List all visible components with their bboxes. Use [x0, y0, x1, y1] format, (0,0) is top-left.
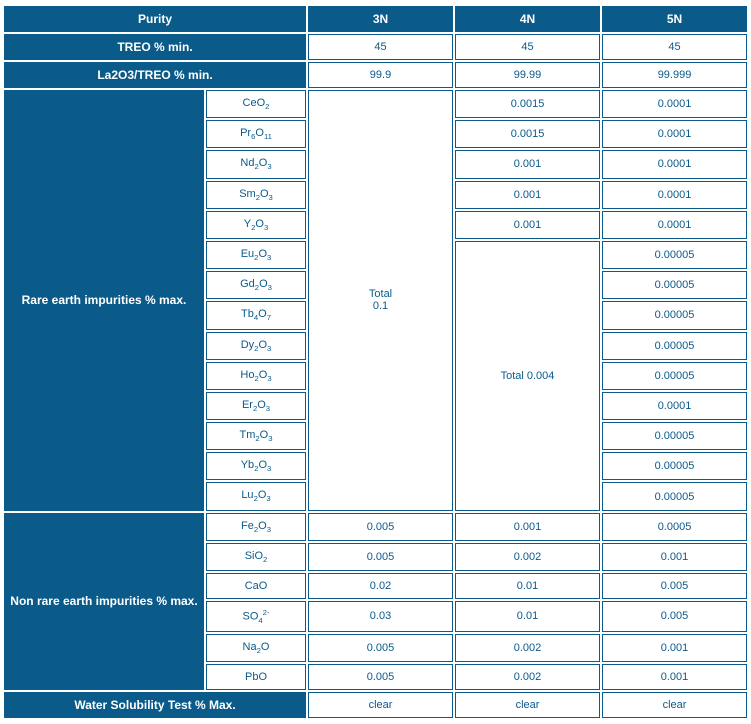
- formula-cell: Y2O3: [206, 211, 306, 239]
- header-la: La2O3/TREO % min.: [4, 62, 306, 88]
- cell-value: 0.0001: [602, 392, 747, 420]
- formula-cell: Dy2O3: [206, 332, 306, 360]
- cell-value: 99.99: [455, 62, 600, 88]
- cell-value: 0.001: [455, 181, 600, 209]
- formula-cell: Gd2O3: [206, 271, 306, 299]
- cell-value: 0.0001: [602, 181, 747, 209]
- cell-value: 0.03: [308, 601, 453, 632]
- formula-cell: SiO2: [206, 543, 306, 571]
- cell-value: 0.001: [602, 543, 747, 571]
- formula-cell: PbO: [206, 664, 306, 690]
- cell-value: 0.00005: [602, 271, 747, 299]
- header-5n: 5N: [602, 6, 747, 32]
- cell-value: 0.005: [308, 513, 453, 541]
- cell-value: 0.00005: [602, 452, 747, 480]
- cell-value: 0.00005: [602, 422, 747, 450]
- cell-value: 0.001: [455, 513, 600, 541]
- header-purity: Purity: [4, 6, 306, 32]
- formula-cell: Yb2O3: [206, 452, 306, 480]
- cell-value: 0.0015: [455, 90, 600, 118]
- cell-value: 0.001: [455, 150, 600, 178]
- cell-value: 0.0001: [602, 90, 747, 118]
- formula-cell: Pr6O11: [206, 120, 306, 148]
- formula-cell: Na2O: [206, 634, 306, 662]
- cell-value: 45: [455, 34, 600, 60]
- cell-value: 0.002: [455, 664, 600, 690]
- formula-cell: Tm2O3: [206, 422, 306, 450]
- cell-value: 0.0005: [602, 513, 747, 541]
- cell-value: 0.01: [455, 601, 600, 632]
- rare-4n-total: Total 0.004: [455, 241, 600, 511]
- cell-value: 0.0001: [602, 211, 747, 239]
- cell-value: 0.005: [602, 573, 747, 599]
- cell-value: 0.005: [308, 543, 453, 571]
- cell-value: 0.00005: [602, 332, 747, 360]
- formula-cell: CeO2: [206, 90, 306, 118]
- formula-cell: Ho2O3: [206, 362, 306, 390]
- formula-cell: SO42-: [206, 601, 306, 632]
- table-row: La2O3/TREO % min. 99.9 99.99 99.999: [4, 62, 747, 88]
- water-label: Water Solubility Test % Max.: [4, 692, 306, 718]
- cell-value: 0.005: [308, 664, 453, 690]
- cell-value: 0.00005: [602, 362, 747, 390]
- table-row: Rare earth impurities % max. CeO2 Total …: [4, 90, 747, 118]
- cell-value: 0.01: [455, 573, 600, 599]
- cell-value: 45: [308, 34, 453, 60]
- cell-value: 0.00005: [602, 301, 747, 329]
- header-treo: TREO % min.: [4, 34, 306, 60]
- cell-value: 99.999: [602, 62, 747, 88]
- formula-cell: CaO: [206, 573, 306, 599]
- rare-3n-total: Total 0.1: [308, 90, 453, 511]
- cell-value: 0.00005: [602, 482, 747, 510]
- cell-value: 0.02: [308, 573, 453, 599]
- cell-value: clear: [308, 692, 453, 718]
- formula-cell: Sm2O3: [206, 181, 306, 209]
- table-row: Water Solubility Test % Max. clear clear…: [4, 692, 747, 718]
- spec-table: Purity 3N 4N 5N TREO % min. 45 45 45 La2…: [2, 4, 749, 720]
- cell-value: clear: [455, 692, 600, 718]
- table-row: TREO % min. 45 45 45: [4, 34, 747, 60]
- cell-value: 45: [602, 34, 747, 60]
- cell-value: 0.00005: [602, 241, 747, 269]
- cell-value: 0.0001: [602, 120, 747, 148]
- cell-value: 99.9: [308, 62, 453, 88]
- cell-value: 0.001: [602, 634, 747, 662]
- rare-earth-label: Rare earth impurities % max.: [4, 90, 204, 511]
- cell-value: 0.001: [455, 211, 600, 239]
- table-row: Purity 3N 4N 5N: [4, 6, 747, 32]
- formula-cell: Nd2O3: [206, 150, 306, 178]
- formula-cell: Lu2O3: [206, 482, 306, 510]
- formula-cell: Eu2O3: [206, 241, 306, 269]
- formula-cell: Er2O3: [206, 392, 306, 420]
- cell-value: 0.005: [602, 601, 747, 632]
- cell-value: 0.001: [602, 664, 747, 690]
- non-rare-label: Non rare earth impurities % max.: [4, 513, 204, 690]
- cell-value: 0.005: [308, 634, 453, 662]
- formula-cell: Tb4O7: [206, 301, 306, 329]
- table-row: Non rare earth impurities % max. Fe2O3 0…: [4, 513, 747, 541]
- header-4n: 4N: [455, 6, 600, 32]
- cell-value: 0.002: [455, 634, 600, 662]
- cell-value: clear: [602, 692, 747, 718]
- header-3n: 3N: [308, 6, 453, 32]
- cell-value: 0.002: [455, 543, 600, 571]
- cell-value: 0.0015: [455, 120, 600, 148]
- formula-cell: Fe2O3: [206, 513, 306, 541]
- cell-value: 0.0001: [602, 150, 747, 178]
